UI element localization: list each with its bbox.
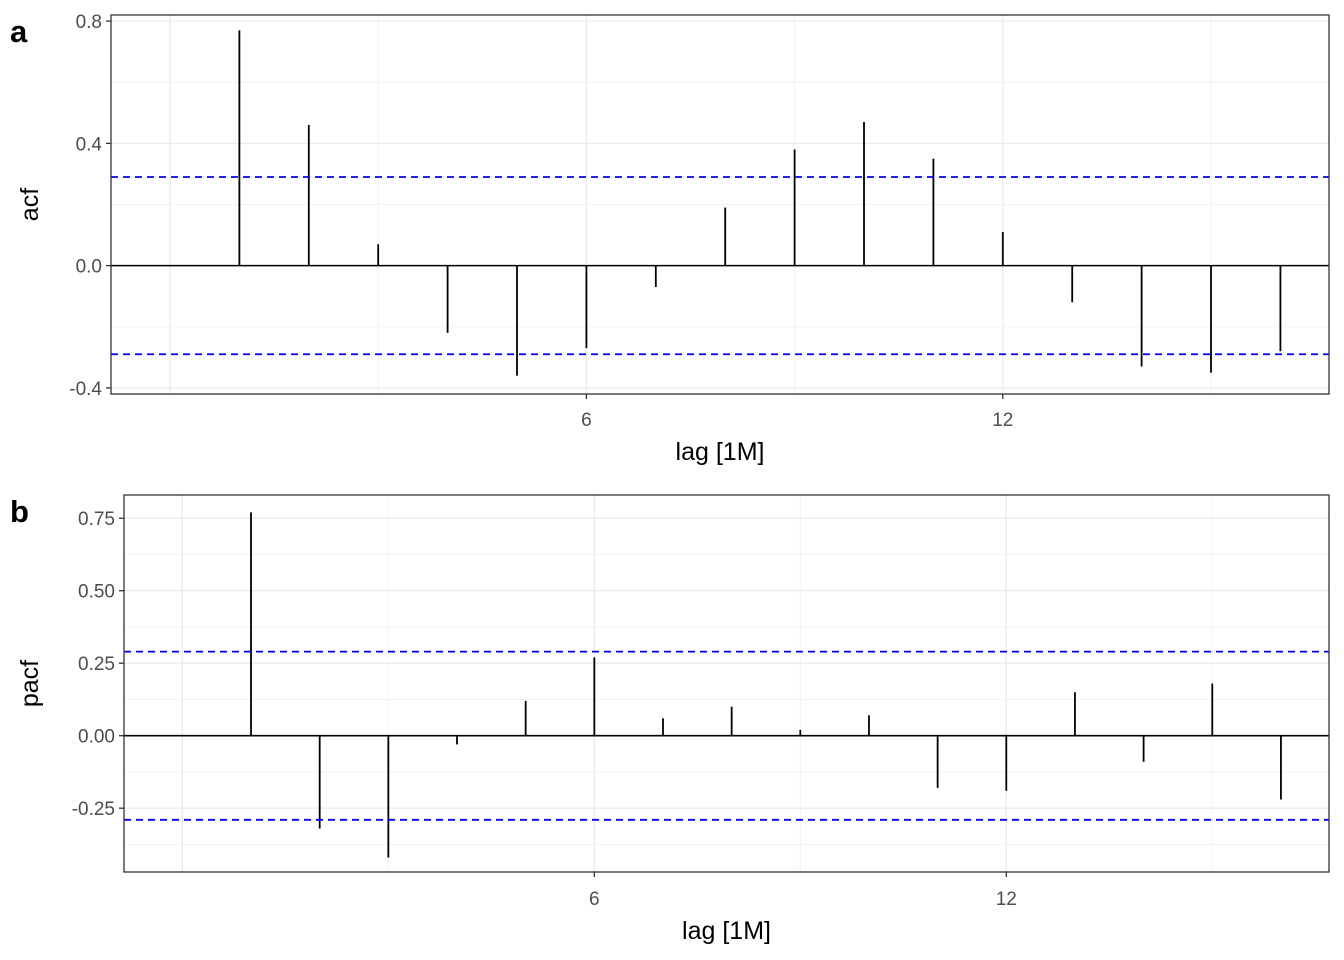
y-tick-label: 0.4 [76, 134, 103, 155]
y-tick-label: 0.00 [78, 727, 115, 748]
y-tick-label: -0.4 [69, 379, 102, 400]
x-tick-label: 6 [581, 410, 592, 431]
panel-label: a [10, 14, 28, 49]
panel-label: b [10, 494, 29, 529]
chart-panel-b: -0.25 0.00 0.25 0.50 0.75 6 12 lag [1M] pacf b [10, 494, 1330, 945]
y-axis-title: pacf [16, 660, 44, 707]
panel-border [123, 494, 1330, 873]
y-tick-label: 0.8 [76, 12, 102, 33]
y-tick-label: 0.75 [78, 509, 115, 530]
y-tick-label: 0.0 [76, 257, 102, 278]
y-tick-label: -0.25 [72, 799, 115, 820]
y-tick-label: 0.25 [78, 654, 115, 675]
chart-panel-a: -0.4 0.0 0.4 0.8 6 12 lag [1M] acf a [10, 12, 1330, 466]
x-tick-label: 6 [589, 889, 600, 910]
x-axis-title: lag [1M] [682, 917, 771, 945]
x-tick-label: 12 [996, 889, 1017, 910]
plot-background [124, 495, 1329, 872]
x-tick-label: 12 [992, 410, 1013, 431]
y-tick-label: 0.50 [78, 582, 115, 603]
panel-border [110, 14, 1330, 395]
y-axis-title: acf [16, 188, 44, 221]
x-axis-title: lag [1M] [676, 438, 765, 466]
